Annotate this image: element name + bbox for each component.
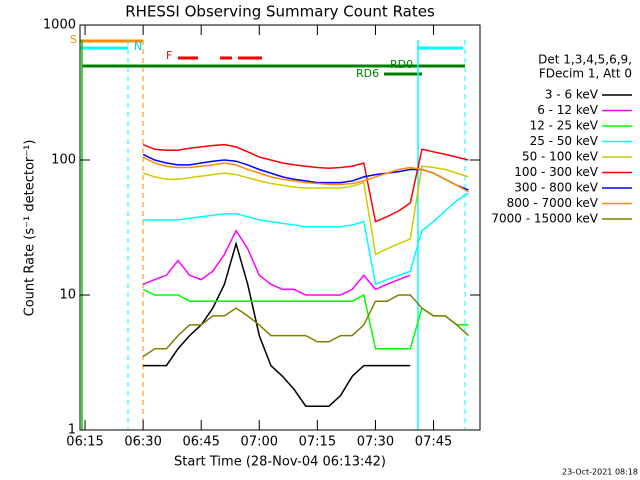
legend-label: 25 - 50 keV xyxy=(530,134,599,148)
legend-label: 300 - 800 keV xyxy=(514,181,598,195)
status-flags xyxy=(80,39,466,430)
legend-label: 800 - 7000 keV xyxy=(507,196,599,210)
series-line xyxy=(143,240,411,407)
legend-label: 3 - 6 keV xyxy=(545,88,599,102)
x-tick-label: 06:30 xyxy=(124,435,161,450)
flag-label: F xyxy=(166,49,172,62)
y-tick-label: 1000 xyxy=(43,18,76,33)
series-line xyxy=(142,288,469,350)
flag-label: S xyxy=(70,33,77,46)
series-line xyxy=(142,229,411,296)
legend-header: Det 1,3,4,5,6,9, xyxy=(538,53,632,67)
chart-title: RHESSI Observing Summary Count Rates xyxy=(125,3,435,21)
legend-label: 7000 - 15000 keV xyxy=(491,212,598,226)
flag-label: RD0 xyxy=(390,58,413,71)
x-tick-label: 07:45 xyxy=(415,435,452,450)
y-tick-label: 100 xyxy=(51,153,76,168)
series-line xyxy=(142,294,469,358)
series-line xyxy=(142,156,469,193)
legend-label: 6 - 12 keV xyxy=(537,103,599,117)
y-axis-label: Count Rate (s⁻¹ detector⁻¹) xyxy=(23,140,38,317)
legend-label: 12 - 25 keV xyxy=(530,119,599,133)
x-tick-label: 06:15 xyxy=(66,435,103,450)
y-tick-label: 10 xyxy=(59,288,76,303)
y-tick-label: 1 xyxy=(68,423,76,438)
flag-label: RD6 xyxy=(356,67,379,80)
plot-frame xyxy=(79,24,481,431)
x-tick-label: 07:30 xyxy=(357,435,394,450)
series-line xyxy=(142,143,469,223)
series-line xyxy=(142,153,469,191)
x-axis-label: Start Time (28-Nov-04 06:13:42) xyxy=(174,455,386,470)
flag-label: N xyxy=(134,40,142,53)
x-tick-label: 07:00 xyxy=(241,435,278,450)
x-tick-label: 06:45 xyxy=(182,435,219,450)
x-tick-label: 07:15 xyxy=(299,435,336,450)
series-line xyxy=(143,192,469,286)
footer: 23-Oct-2021 08:18 xyxy=(562,468,638,477)
series-line xyxy=(142,165,469,256)
legend-label: 100 - 300 keV xyxy=(514,165,598,179)
legend-header: FDecim 1, Att 0 xyxy=(539,67,632,81)
legend-label: 50 - 100 keV xyxy=(522,150,599,164)
